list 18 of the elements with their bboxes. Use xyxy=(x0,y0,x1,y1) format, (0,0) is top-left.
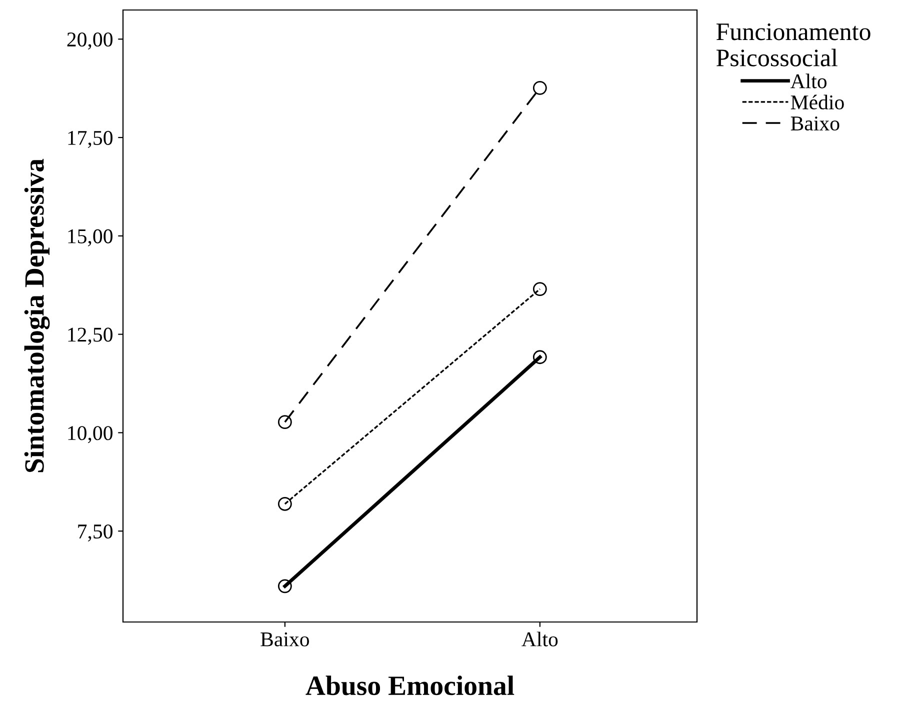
legend-label: Médio xyxy=(790,94,844,110)
point xyxy=(532,282,547,296)
x-axis-title: Abuso Emocional xyxy=(306,676,514,696)
legend-label: Baixo xyxy=(790,116,840,131)
legend-label: Alto xyxy=(790,74,827,88)
point xyxy=(532,350,547,364)
y-tick-label: 17,50 xyxy=(68,130,112,148)
point xyxy=(532,80,547,95)
y-tick-label: 7,50 xyxy=(78,524,112,542)
legend-title: Funcionamento Psicossocial xyxy=(716,23,870,66)
y-tick-label: 15,00 xyxy=(68,229,112,246)
point xyxy=(278,579,292,594)
point xyxy=(278,496,292,511)
point xyxy=(278,415,292,430)
y-tick-label: 12,50 xyxy=(68,328,112,345)
y-tick-label: 20,00 xyxy=(67,32,112,50)
y-axis-title: Sintomatologia Depressiva xyxy=(24,158,50,472)
y-tick-label: 10,00 xyxy=(68,426,112,444)
